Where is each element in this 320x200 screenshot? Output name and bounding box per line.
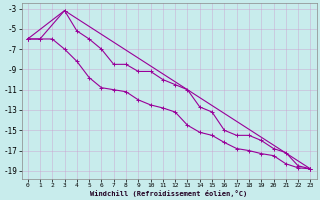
- X-axis label: Windchill (Refroidissement éolien,°C): Windchill (Refroidissement éolien,°C): [90, 190, 248, 197]
